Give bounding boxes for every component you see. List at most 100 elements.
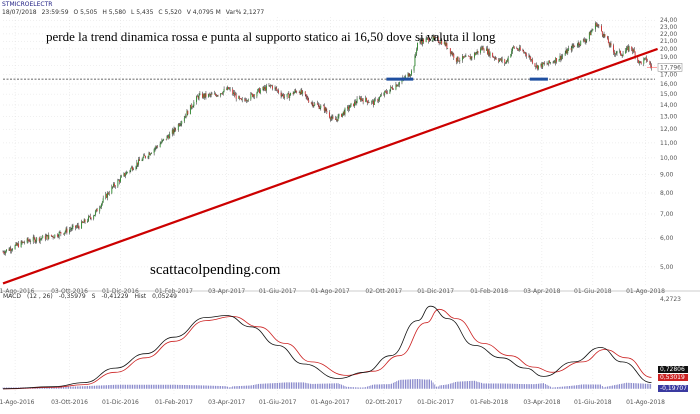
candle-body (601, 31, 603, 35)
y-tick-label: 7,00 (660, 211, 674, 218)
candle-body (142, 157, 144, 161)
candle-body (582, 39, 584, 41)
candle-body (437, 37, 439, 43)
candle-body (361, 98, 363, 100)
candle-body (283, 94, 285, 98)
candle-body (89, 216, 91, 218)
y-tick-label: 21,00 (660, 38, 677, 45)
candle-body (215, 94, 217, 97)
quote-low: L 5,435 (130, 9, 154, 16)
candle-body (155, 146, 157, 149)
candle-body (102, 198, 104, 202)
candle-body (451, 52, 453, 55)
y-tick-label: 16,00 (660, 81, 677, 88)
candle-body (238, 96, 240, 99)
candle-body (401, 79, 403, 83)
x-tick-label: 03-Apr-2017 (208, 288, 245, 295)
candle-body (543, 62, 545, 64)
candle-body (247, 99, 249, 101)
candle-body (396, 84, 398, 87)
candle-body (474, 53, 475, 58)
candle-body (234, 94, 236, 96)
candle-body (531, 59, 532, 61)
y-tick-label: 11,00 (660, 140, 677, 147)
candle-body (203, 94, 205, 98)
candle-body (313, 105, 315, 107)
date-axis-top: 01-Ago-2016 03-Ott-2016 01-Dic-2016 01-Feb-… (0, 288, 665, 295)
candle-body (32, 237, 34, 242)
candle-body (113, 183, 115, 187)
candle-body (499, 58, 501, 60)
candle-body (455, 57, 457, 62)
candle-body (4, 252, 6, 254)
candle-body (389, 89, 391, 94)
candle-body (322, 105, 324, 107)
candle-body (561, 56, 563, 60)
candle-body (69, 229, 70, 233)
candle-body (554, 61, 556, 63)
price-axis[interactable]: 5,00 6,00 7,00 8,00 9,00 10,00 11,00 12,00 13,00… (660, 17, 677, 271)
candle-body (187, 110, 189, 115)
candle-body (250, 93, 252, 100)
x-tick-label: 01-Ago-2016 (0, 288, 35, 295)
candle-body (77, 225, 79, 227)
x-tick-label: 03-Ott-2016 (51, 399, 88, 406)
candle-body (83, 219, 85, 223)
candle-body (423, 39, 425, 43)
candle-body (337, 115, 339, 121)
candle-body (147, 156, 149, 158)
candle-body (409, 75, 411, 77)
x-tick-label: 01-Giu-2018 (574, 288, 612, 295)
candle-body (141, 160, 143, 161)
candle-body (12, 249, 13, 250)
macd-name: MACD (3, 293, 21, 300)
candle-body (251, 93, 253, 95)
candle-body (29, 240, 31, 242)
candle-body (434, 37, 436, 38)
candle-body (621, 55, 623, 57)
candle-body (184, 115, 186, 118)
candle-body (616, 51, 618, 54)
candle-body (143, 155, 145, 158)
candle-body (171, 130, 173, 134)
candle-body (271, 85, 273, 87)
candle-body (420, 40, 422, 42)
candle-body (471, 56, 473, 58)
candle-body (463, 56, 465, 58)
candle-body (445, 43, 447, 46)
candle-body (459, 60, 461, 62)
candle-body (227, 87, 228, 90)
candle-body (56, 234, 58, 237)
candle-body (584, 40, 586, 42)
candle-body (475, 52, 477, 55)
candle-body (159, 143, 161, 148)
candle-body (222, 91, 224, 94)
candle-body (643, 59, 645, 64)
candle-body (512, 46, 514, 48)
candle-body (144, 155, 146, 157)
candle-body (588, 32, 590, 40)
candle-body (589, 32, 591, 36)
candle-body (174, 128, 176, 130)
candle-body (310, 102, 312, 104)
candle-body (447, 48, 449, 49)
candle-body (413, 66, 415, 71)
candle-body (24, 242, 26, 244)
candle-body (620, 50, 621, 55)
signal-value: -0,41229 (101, 293, 129, 300)
candle-body (209, 94, 211, 96)
candle-body (94, 211, 96, 215)
candle-body (299, 92, 301, 95)
candle-body (474, 53, 476, 55)
candle-body (149, 153, 151, 155)
candle-body (546, 63, 548, 64)
candle-body (465, 55, 467, 57)
candle-body (138, 159, 140, 165)
candle-body (167, 135, 169, 137)
x-tick-label: 01-Giu-2017 (259, 288, 297, 295)
y-tick-label: 5,00 (660, 264, 674, 271)
candle-body (594, 23, 596, 30)
chart-annotation: perde la trend dinamica rossa e punta al… (46, 29, 496, 44)
x-tick-label: 01-Ago-2016 (0, 399, 35, 406)
